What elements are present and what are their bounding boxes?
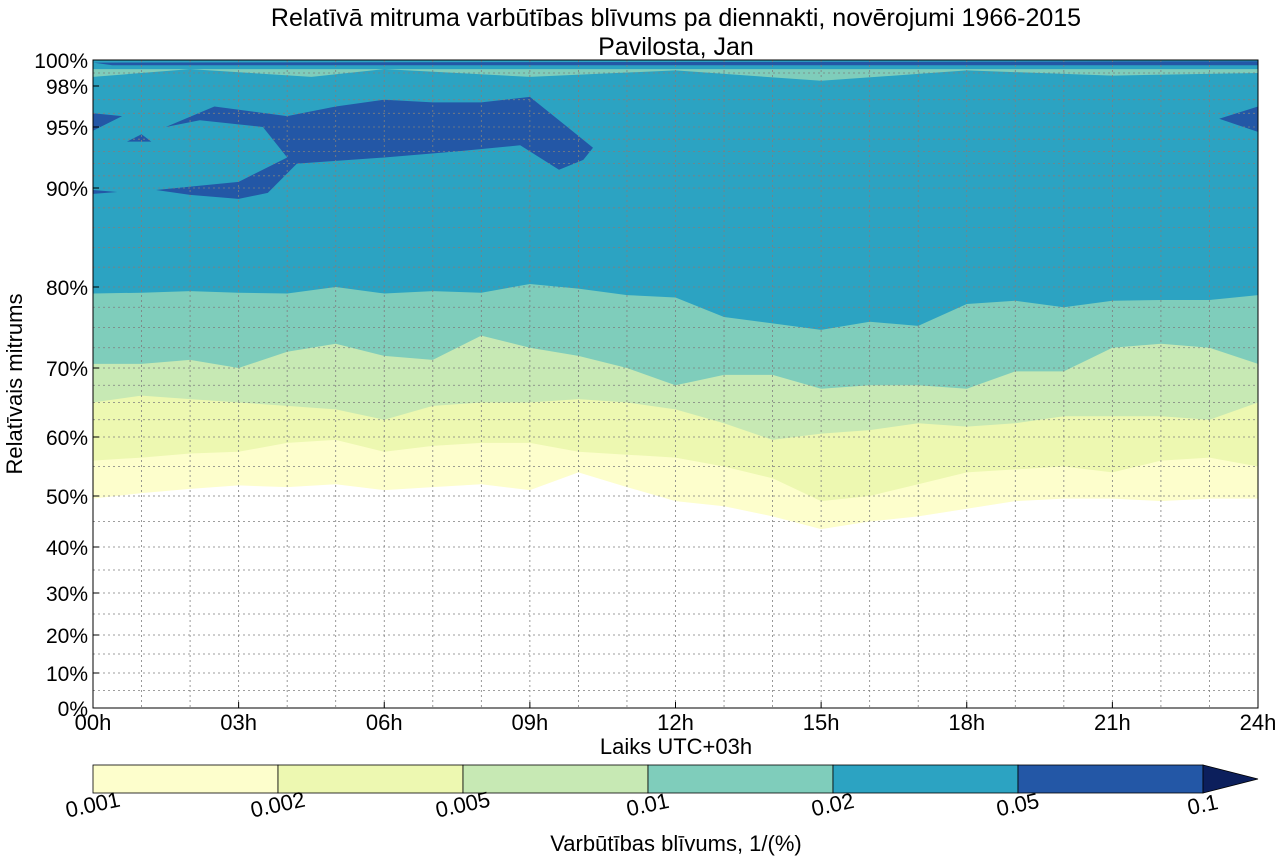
light-strip-top	[93, 69, 1258, 81]
dense-region-sliver	[93, 190, 118, 194]
dense-strip-top	[93, 61, 1258, 66]
chart-subtitle: Pavilosta, Jan	[598, 33, 754, 61]
colorbar-tick-label: 0.1	[1185, 789, 1220, 820]
y-tick-label: 98%	[46, 76, 88, 99]
x-axis-ticks: 00h 03h 06h 09h 12h 15h 18h 21h 24h	[75, 702, 1277, 735]
y-tick-label: 80%	[46, 277, 88, 300]
colorbar: 0.001 0.002 0.005 0.01 0.02 0.05 0.1	[63, 764, 1259, 823]
colorbar-segment-0	[92, 764, 279, 794]
x-tick-label: 21h	[1094, 710, 1131, 735]
y-axis-label: Relatīvais mitrums	[2, 294, 27, 475]
colorbar-segment-1	[277, 764, 464, 794]
x-tick-label: 06h	[366, 710, 403, 735]
dense-region-left-edge	[93, 113, 123, 131]
y-tick-label: 0%	[58, 698, 88, 721]
x-tick-label: 09h	[512, 710, 549, 735]
y-tick-label: 20%	[46, 625, 88, 648]
x-tick-label: 12h	[657, 710, 694, 735]
y-axis-ticks: 0% 10% 20% 30% 40% 50% 60% 70% 80% 90% 95% 98% 100%	[34, 50, 99, 721]
x-tick-label: 24h	[1240, 710, 1277, 735]
dense-region-right-edge	[1219, 106, 1258, 132]
colorbar-segment-4	[832, 764, 1019, 794]
high-density-regions	[93, 61, 1258, 199]
plot-area	[93, 60, 1258, 708]
y-tick-label: 30%	[46, 583, 88, 606]
colorbar-tick-label: 0.001	[63, 787, 122, 823]
colorbar-label: Varbūtības blīvums, 1/(%)	[550, 831, 801, 856]
x-tick-label: 03h	[220, 710, 257, 735]
y-tick-label: 90%	[46, 178, 88, 201]
chart-title: Relatīvā mitruma varbūtības blīvums pa d…	[271, 4, 1081, 32]
grid-lines	[93, 60, 1258, 708]
x-tick-label: 00h	[75, 710, 112, 735]
y-tick-label: 60%	[46, 427, 88, 450]
y-tick-label: 95%	[46, 117, 88, 140]
y-tick-label: 100%	[34, 50, 88, 73]
y-tick-label: 10%	[46, 663, 88, 686]
y-tick-label: 70%	[46, 358, 88, 381]
dense-region-morning	[156, 96, 593, 199]
x-tick-label: 18h	[948, 710, 985, 735]
x-tick-label: 15h	[803, 710, 840, 735]
y-tick-label: 40%	[46, 537, 88, 560]
colorbar-extension	[1202, 764, 1259, 794]
colorbar-segment-3	[647, 764, 834, 794]
colorbar-segment-5	[1017, 764, 1204, 794]
y-tick-label: 50%	[46, 486, 88, 509]
dense-region-small	[127, 134, 152, 142]
x-axis-label: Laiks UTC+03h	[600, 734, 752, 759]
colorbar-segment-2	[462, 764, 649, 794]
